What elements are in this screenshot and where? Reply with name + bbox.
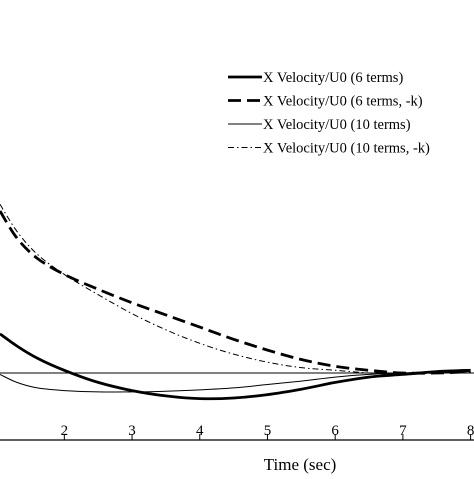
x-axis-title: Time (sec) [264, 455, 337, 474]
series-line-3 [0, 371, 471, 393]
x-tick-label: 7 [399, 423, 407, 439]
x-tick-label: 3 [128, 423, 136, 439]
plot-area [0, 204, 474, 401]
legend-label-4: X Velocity/U0 (10 terms, -k) [263, 141, 430, 157]
legend-label-1: X Velocity/U0 (6 terms) [263, 70, 403, 86]
x-tick-label: 4 [196, 423, 204, 439]
legend-label-2: X Velocity/U0 (6 terms, -k) [263, 94, 423, 110]
series-line-2 [0, 210, 471, 375]
legend: X Velocity/U0 (6 terms) X Velocity/U0 (6 … [228, 70, 430, 157]
x-tick-label: 6 [331, 423, 339, 439]
legend-label-3: X Velocity/U0 (10 terms) [263, 117, 411, 133]
x-tick-label: 2 [61, 423, 69, 439]
x-axis: 2 3 4 5 6 7 8 [0, 423, 474, 441]
series-line-1 [0, 332, 471, 401]
x-tick-label: 8 [467, 423, 474, 439]
x-tick-label: 5 [264, 423, 272, 439]
series-line-4 [0, 204, 471, 375]
